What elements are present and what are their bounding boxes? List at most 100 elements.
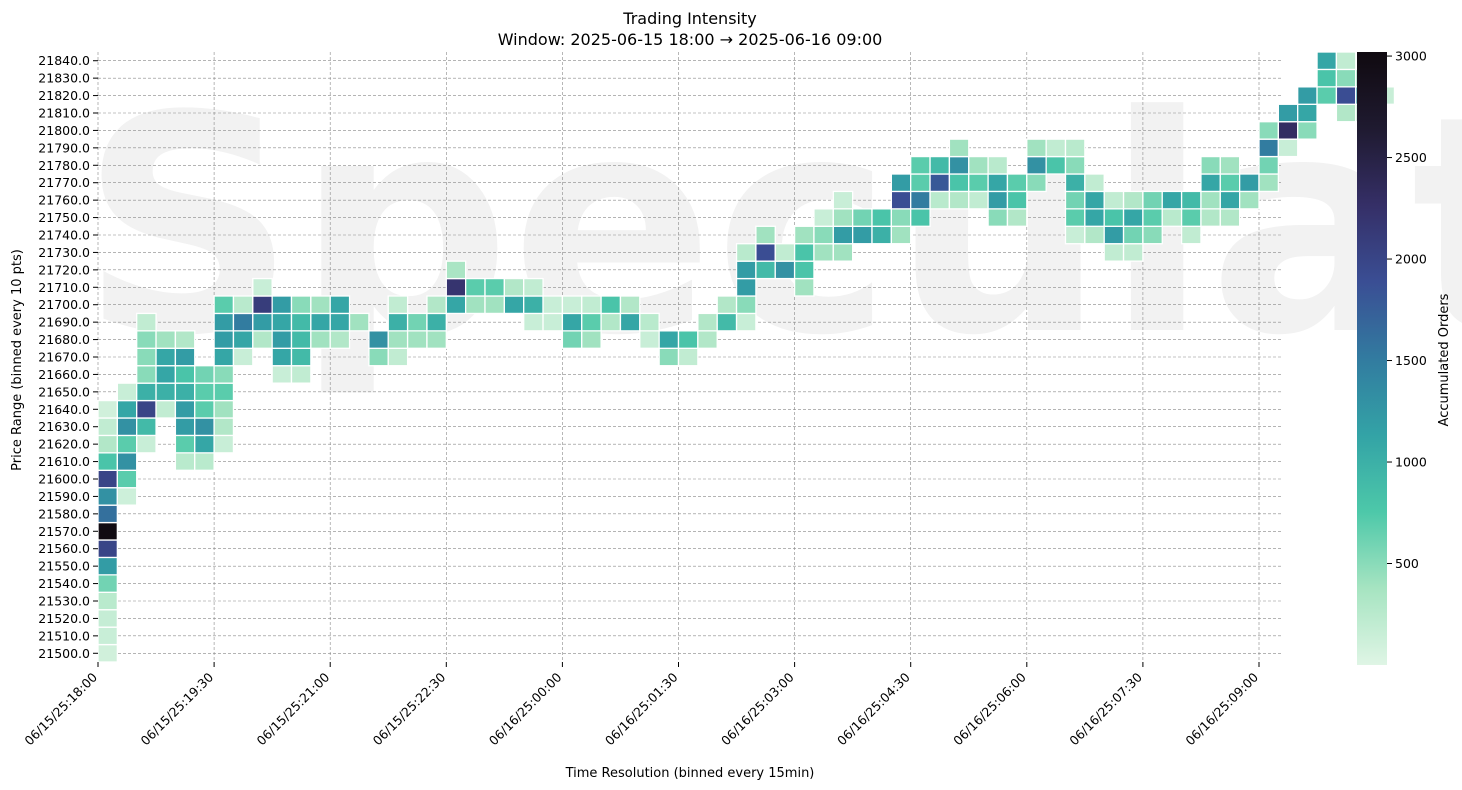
heatmap-cell <box>968 155 989 175</box>
heatmap-cell <box>1316 68 1338 88</box>
heatmap-cell <box>1200 208 1221 227</box>
colorbar-tick-label: 2000 <box>1395 252 1427 267</box>
heatmap-cell <box>1335 51 1357 71</box>
y-tick-label: 21620.0 <box>38 437 90 452</box>
heatmap-cell <box>464 277 486 297</box>
heatmap-cell <box>155 365 177 384</box>
heatmap-cell <box>1258 173 1280 193</box>
heatmap-cell <box>793 243 815 262</box>
heatmap-cell <box>1219 190 1241 210</box>
y-tick-label: 21740.0 <box>38 228 90 243</box>
x-tick-label: 06/16/25:07:30 <box>1066 669 1145 748</box>
heatmap-cell <box>1026 173 1047 193</box>
heatmap-cell <box>929 190 951 210</box>
heatmap-cell <box>387 347 409 367</box>
heatmap-cell <box>987 190 1009 210</box>
heatmap-cell <box>310 330 331 349</box>
heatmap-cell <box>832 243 854 262</box>
heatmap-cell <box>832 208 854 227</box>
heatmap-cell <box>97 487 119 506</box>
heatmap-cell <box>735 295 757 315</box>
heatmap-cell <box>116 469 138 489</box>
heatmap-cell <box>716 312 738 332</box>
heatmap-cell <box>948 155 970 175</box>
heatmap-cell <box>97 609 119 628</box>
heatmap-cell <box>194 434 215 454</box>
heatmap-cell <box>1084 225 1105 245</box>
y-tick-label: 21660.0 <box>38 367 90 382</box>
heatmap-cell <box>716 295 738 315</box>
heatmap-cell <box>116 452 138 471</box>
heatmap-cell <box>1103 208 1125 227</box>
y-tick-label: 21630.0 <box>38 419 90 434</box>
y-tick-label: 21540.0 <box>38 576 90 591</box>
heatmap-cell <box>174 365 196 384</box>
heatmap-cell <box>929 173 951 193</box>
heatmap-cell <box>368 330 389 349</box>
heatmap-cell <box>97 539 119 559</box>
heatmap-cell <box>1335 68 1357 88</box>
heatmap-cell <box>387 312 409 332</box>
heatmap-cell <box>1122 208 1144 227</box>
heatmap-cell <box>464 295 486 315</box>
colorbar-tick-label: 500 <box>1395 556 1419 571</box>
y-tick-label: 21510.0 <box>38 628 90 643</box>
heatmap-cell <box>116 399 138 419</box>
heatmap-cell <box>174 399 196 419</box>
heatmap-cell <box>910 190 931 210</box>
heatmap-cell <box>271 312 293 332</box>
y-tick-label: 21720.0 <box>38 262 90 277</box>
y-tick-label: 21800.0 <box>38 123 90 138</box>
heatmap-cell <box>155 330 177 349</box>
heatmap-cell <box>1335 103 1357 123</box>
colorbar-label: Accumulated Orders <box>1437 293 1452 426</box>
y-tick-label: 21820.0 <box>38 88 90 103</box>
heatmap-cell <box>852 225 873 245</box>
heatmap-cell <box>290 365 312 384</box>
heatmap-cell <box>232 312 254 332</box>
heatmap-cell <box>155 347 177 367</box>
heatmap-cell <box>271 347 293 367</box>
heatmap-cell <box>426 330 447 349</box>
heatmap-cell <box>194 382 215 402</box>
heatmap-cell <box>890 225 912 245</box>
colorbar: 500 1000 1500 2000 2500 3000 <box>1357 49 1427 665</box>
y-tick-label: 21550.0 <box>38 559 90 574</box>
heatmap-cell <box>445 260 467 280</box>
heatmap-cell <box>1200 155 1221 175</box>
x-tick-label: 06/16/25:06:00 <box>950 669 1029 748</box>
heatmap-cell <box>1045 138 1067 158</box>
heatmap-cell <box>368 347 389 367</box>
heatmap-cell <box>677 330 699 349</box>
x-axis: 06/15/25:18:00 06/15/25:19:30 06/15/25:21:… <box>21 662 1261 748</box>
heatmap-cell <box>484 295 506 315</box>
heatmap-cell <box>793 225 815 245</box>
heatmap-cell <box>1064 155 1086 175</box>
heatmap-cell <box>1297 86 1318 105</box>
heatmap-cell <box>136 399 157 419</box>
colorbar-tick-label: 2500 <box>1395 150 1427 165</box>
heatmap-cell <box>832 190 854 210</box>
heatmap-cell <box>1064 190 1086 210</box>
heatmap-cell <box>1258 155 1280 175</box>
y-tick-label: 21610.0 <box>38 454 90 469</box>
x-tick-label: 06/15/25:19:30 <box>137 669 216 748</box>
heatmap-cell <box>97 626 119 646</box>
heatmap-cell <box>1026 155 1047 175</box>
y-tick-label: 21780.0 <box>38 158 90 173</box>
y-tick-label: 21790.0 <box>38 140 90 155</box>
y-tick-label: 21580.0 <box>38 506 90 521</box>
heatmap-cell <box>271 295 293 315</box>
heatmap-cell <box>271 365 293 384</box>
heatmap-cell <box>1239 173 1260 193</box>
colorbar-tick-label: 1000 <box>1395 455 1427 470</box>
heatmap-cell <box>406 312 428 332</box>
heatmap-cell <box>735 243 757 262</box>
heatmap-cell <box>1258 138 1280 158</box>
heatmap-cell <box>1335 86 1357 105</box>
x-tick-label: 06/15/25:18:00 <box>21 669 100 748</box>
heatmap-cell <box>1180 190 1202 210</box>
heatmap-cell <box>1277 138 1299 158</box>
heatmap-cell <box>1161 208 1183 227</box>
heatmap-cell <box>290 312 312 332</box>
